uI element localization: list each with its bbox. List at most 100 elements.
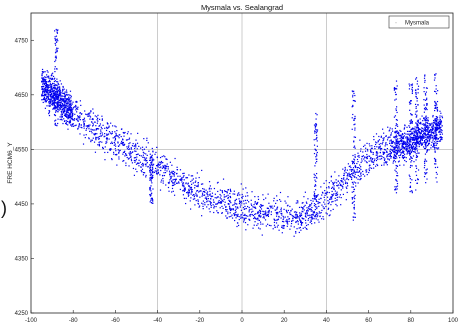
scatter-point bbox=[384, 149, 386, 151]
scatter-point bbox=[49, 91, 52, 93]
y-tick-label: 4650 bbox=[15, 93, 29, 99]
scatter-point bbox=[52, 108, 54, 110]
scatter-point bbox=[407, 138, 410, 140]
scatter-point bbox=[130, 148, 132, 150]
scatter-point bbox=[412, 133, 414, 135]
scatter-point bbox=[64, 114, 66, 116]
scatter-point bbox=[346, 182, 349, 185]
scatter-point bbox=[227, 197, 229, 199]
scatter-point bbox=[46, 84, 48, 87]
scatter-point bbox=[173, 175, 175, 177]
scatter-point bbox=[149, 174, 151, 176]
scatter-point bbox=[62, 98, 64, 100]
scatter-point bbox=[150, 202, 153, 204]
scatter-point bbox=[408, 83, 410, 85]
scatter-point bbox=[273, 219, 276, 221]
scatter-point bbox=[48, 79, 51, 81]
scatter-point bbox=[254, 196, 256, 198]
scatter-point bbox=[406, 138, 408, 140]
scatter-point bbox=[366, 169, 368, 171]
scatter-point bbox=[188, 188, 190, 190]
scatter-point bbox=[277, 213, 279, 215]
scatter-point bbox=[328, 215, 330, 217]
scatter-point bbox=[171, 175, 173, 177]
scatter-point bbox=[45, 82, 47, 84]
scatter-point bbox=[342, 187, 344, 189]
scatter-point bbox=[140, 155, 142, 157]
scatter-point bbox=[434, 144, 436, 147]
scatter-point bbox=[182, 190, 184, 192]
scatter-point bbox=[108, 131, 111, 133]
scatter-point bbox=[409, 175, 411, 178]
scatter-point bbox=[187, 182, 189, 184]
scatter-point bbox=[350, 170, 353, 172]
scatter-point bbox=[67, 116, 69, 118]
scatter-point bbox=[54, 44, 57, 46]
scatter-point bbox=[355, 171, 357, 173]
scatter-point bbox=[49, 93, 51, 96]
scatter-point bbox=[408, 125, 410, 127]
scatter-point bbox=[87, 115, 89, 117]
scatter-point bbox=[302, 217, 304, 220]
scatter-point bbox=[434, 136, 436, 138]
scatter-point bbox=[393, 136, 395, 138]
scatter-point bbox=[427, 120, 429, 122]
scatter-point bbox=[54, 108, 56, 110]
scatter-point bbox=[318, 198, 320, 200]
scatter-point bbox=[411, 143, 414, 145]
scatter-point bbox=[298, 206, 301, 209]
scatter-point bbox=[48, 84, 50, 86]
scatter-point bbox=[190, 193, 192, 195]
scatter-point bbox=[262, 223, 264, 225]
scatter-point bbox=[99, 141, 101, 143]
x-tick-label: -60 bbox=[111, 318, 120, 324]
scatter-point bbox=[141, 168, 144, 170]
scatter-point bbox=[396, 165, 398, 167]
scatter-point bbox=[408, 137, 410, 139]
scatter-point bbox=[149, 186, 151, 189]
scatter-point bbox=[138, 159, 140, 161]
scatter-point bbox=[338, 196, 340, 198]
scatter-point bbox=[409, 141, 411, 143]
scatter-point bbox=[155, 151, 157, 154]
scatter-point bbox=[401, 144, 404, 146]
scatter-point bbox=[412, 139, 414, 141]
scatter-point bbox=[239, 200, 241, 202]
scatter-point bbox=[189, 187, 191, 189]
scatter-point bbox=[441, 131, 443, 133]
scatter-point bbox=[403, 141, 405, 144]
scatter-point bbox=[404, 124, 406, 126]
scatter-point bbox=[202, 183, 204, 185]
scatter-point bbox=[209, 190, 211, 192]
scatter-point bbox=[395, 109, 397, 112]
scatter-point bbox=[435, 131, 437, 133]
scatter-point bbox=[55, 88, 57, 90]
y-axis-label: FRE HCM6_Y bbox=[7, 142, 14, 184]
scatter-point bbox=[55, 110, 57, 112]
scatter-point bbox=[257, 227, 260, 229]
scatter-point bbox=[107, 134, 109, 136]
scatter-point bbox=[247, 224, 249, 226]
scatter-point bbox=[149, 189, 151, 191]
scatter-point bbox=[426, 97, 428, 99]
scatter-point bbox=[325, 187, 328, 189]
scatter-point bbox=[402, 138, 404, 140]
scatter-point bbox=[417, 136, 420, 138]
scatter-point bbox=[76, 111, 78, 113]
scatter-point bbox=[47, 91, 49, 93]
scatter-point bbox=[415, 89, 417, 91]
scatter-point bbox=[70, 117, 72, 119]
scatter-point bbox=[395, 147, 397, 149]
scatter-point bbox=[157, 172, 160, 174]
scatter-point bbox=[248, 201, 250, 203]
scatter-point bbox=[401, 145, 404, 148]
scatter-point bbox=[50, 98, 52, 100]
scatter-point bbox=[113, 144, 115, 146]
scatter-point bbox=[300, 220, 302, 223]
scatter-point bbox=[418, 135, 421, 137]
scatter-point bbox=[290, 222, 293, 225]
scatter-point bbox=[306, 212, 308, 214]
scatter-point bbox=[314, 125, 316, 128]
scatter-point bbox=[254, 221, 256, 223]
scatter-point bbox=[259, 221, 262, 223]
